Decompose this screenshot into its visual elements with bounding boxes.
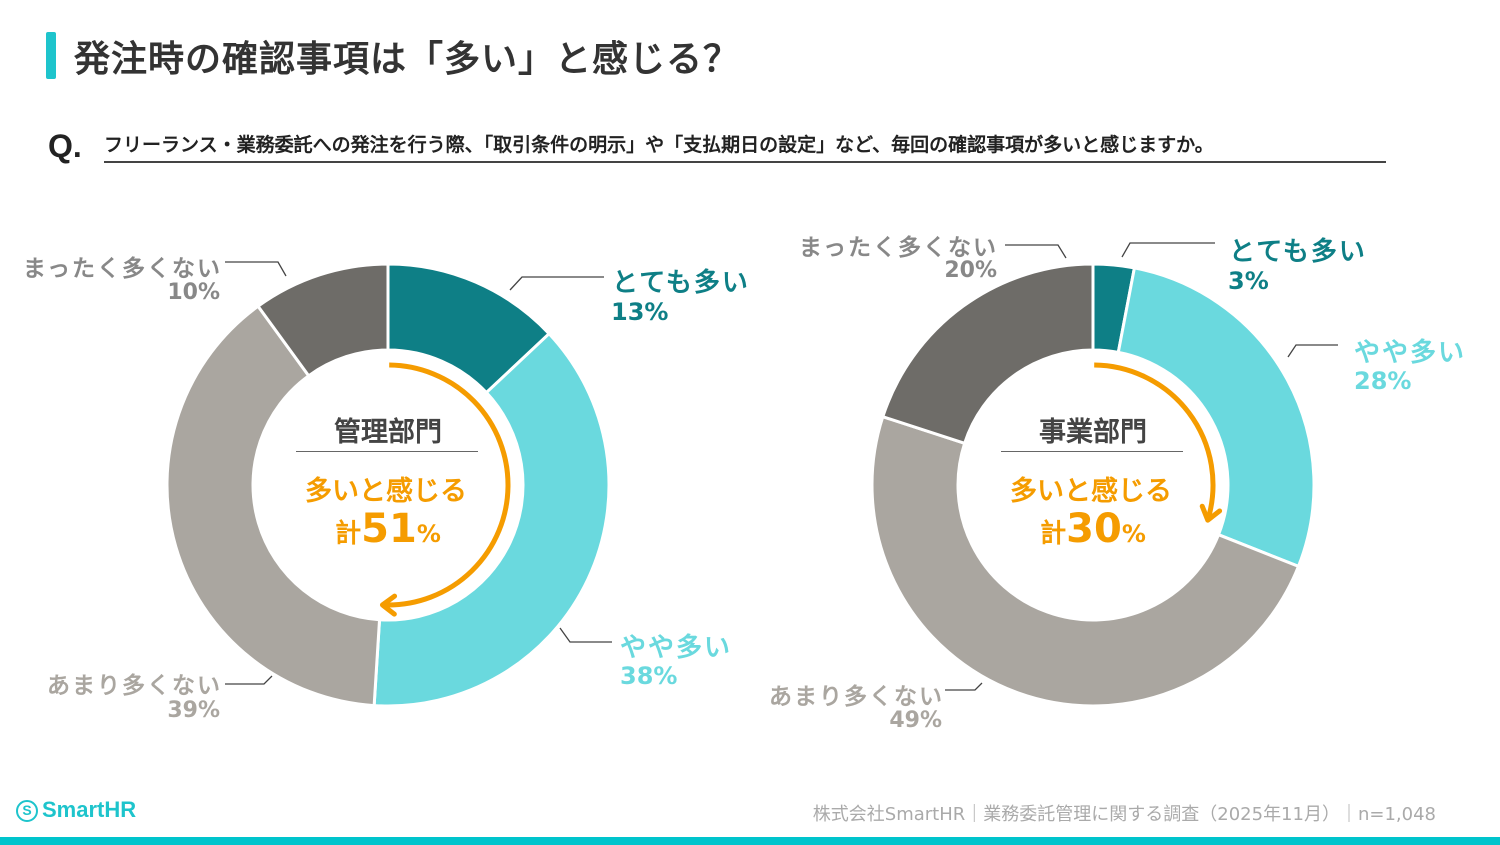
page-title: 発注時の確認事項は「多い」と感じる？ xyxy=(74,39,741,80)
arrowhead-icon xyxy=(1199,503,1223,523)
leader-line xyxy=(1005,244,1067,259)
donut-center-label: 多いと感じる xyxy=(305,476,467,507)
legend-label: やや多い xyxy=(620,633,733,663)
leader-line xyxy=(509,276,604,291)
leader-line xyxy=(225,675,273,685)
data-label: 39% xyxy=(167,698,220,723)
logo-icon: S xyxy=(16,800,38,822)
total-value: 51 xyxy=(361,506,417,552)
logo-text: SmartHR xyxy=(42,797,137,822)
legend-label: あまり多くない xyxy=(47,673,222,699)
leader-lines xyxy=(225,242,1338,691)
data-label: 20% xyxy=(944,258,997,283)
donut-chart-jigyo xyxy=(870,262,1316,708)
data-label: 10% xyxy=(167,280,220,305)
data-label: 13% xyxy=(611,298,669,326)
data-label: 28% xyxy=(1354,367,1412,395)
smarthr-logo: S SmartHR xyxy=(16,797,136,823)
data-label: 49% xyxy=(889,708,942,733)
donut-segment xyxy=(880,262,1095,446)
legend-label: とても多い xyxy=(612,268,750,298)
divider xyxy=(1001,451,1183,452)
leader-line xyxy=(225,261,287,277)
data-label: 3% xyxy=(1228,267,1269,295)
donut-segment xyxy=(1116,266,1316,569)
leader-line xyxy=(945,682,983,691)
legend-label: とても多い xyxy=(1229,237,1367,267)
total-prefix: 計 xyxy=(335,519,362,549)
total-prefix: 計 xyxy=(1040,519,1067,549)
donut-center-total: 計30% xyxy=(993,506,1193,552)
donut-segment xyxy=(372,331,611,708)
donut-segment xyxy=(870,414,1301,708)
question-mark-label: Q. xyxy=(48,128,82,164)
title-accent-bar xyxy=(46,32,56,79)
data-label: 38% xyxy=(620,662,678,690)
legend-label: まったく多くない xyxy=(22,256,222,282)
donut-segment xyxy=(165,304,382,708)
total-arrow-arc xyxy=(1094,362,1216,517)
donut-center-title: 事業部門 xyxy=(1039,417,1147,448)
divider xyxy=(296,451,478,452)
donut-center-label: 多いと感じる xyxy=(1010,476,1172,507)
source-note: 株式会社SmartHR｜業務委託管理に関する調査（2025年11月）｜n=1,0… xyxy=(812,804,1436,825)
leader-line xyxy=(1121,242,1215,258)
legend-label: やや多い xyxy=(1354,338,1467,368)
arrowhead-icon xyxy=(379,593,398,617)
total-unit: % xyxy=(416,520,441,548)
bottom-accent-bar xyxy=(0,837,1500,845)
question-text: フリーランス・業務委託への発注を行う際、「取引条件の明示」や「支払期日の設定」な… xyxy=(104,130,1386,163)
donut-segment xyxy=(256,262,390,378)
leader-line xyxy=(559,627,612,643)
donut-center-total: 計51% xyxy=(288,506,488,552)
donut-chart-kanri xyxy=(165,262,611,708)
legend-label: あまり多くない xyxy=(769,684,944,710)
total-arrow-arc xyxy=(386,362,511,608)
total-unit: % xyxy=(1121,520,1146,548)
total-value: 30 xyxy=(1066,506,1122,552)
legend-label: まったく多くない xyxy=(798,235,998,261)
leader-line xyxy=(1287,344,1338,358)
donut-center-title: 管理部門 xyxy=(334,417,442,448)
